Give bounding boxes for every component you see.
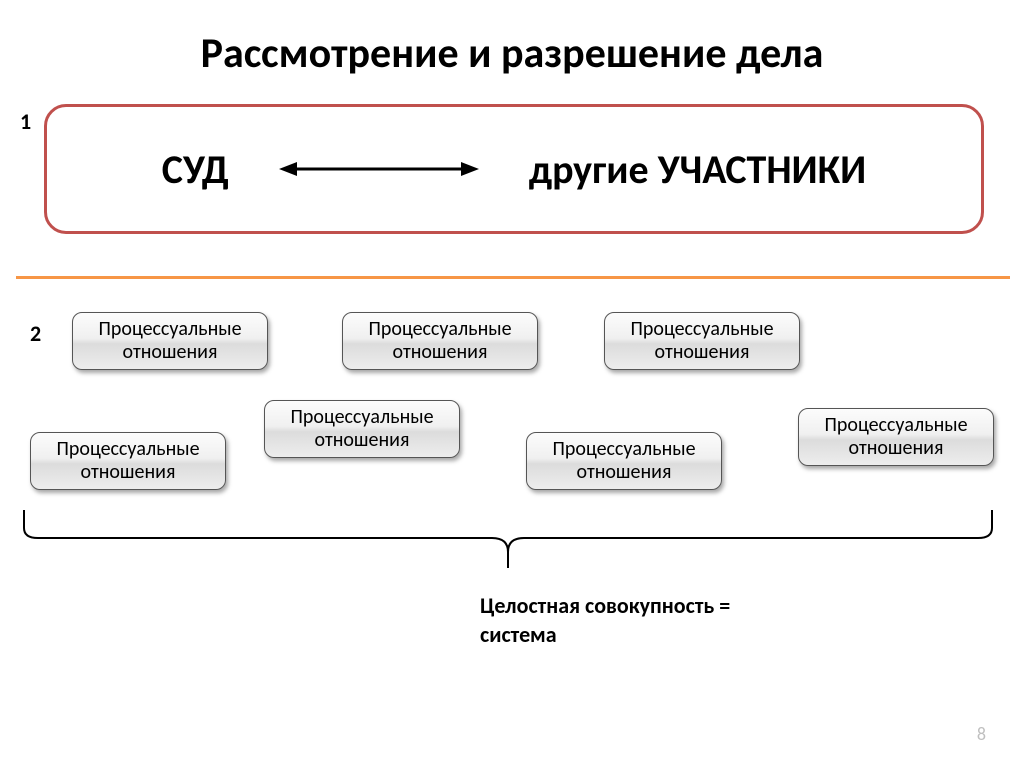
procedural-pill: Процессуальныеотношения (72, 312, 268, 370)
participants-label: другие УЧАСТНИКИ (529, 145, 866, 194)
page-number: 8 (977, 723, 986, 745)
pill-line-2: отношения (577, 461, 672, 484)
court-label: СУД (162, 145, 229, 194)
top-relationship-box: СУД другие УЧАСТНИКИ (44, 104, 984, 234)
pill-line-1: Процессуальные (552, 438, 695, 461)
pill-line-1: Процессуальные (98, 318, 241, 341)
pill-line-2: отношения (315, 429, 410, 452)
procedural-pill: Процессуальныеотношения (264, 400, 460, 458)
pill-line-1: Процессуальные (368, 318, 511, 341)
curly-brace-icon (22, 508, 994, 572)
procedural-pill: Процессуальныеотношения (604, 312, 800, 370)
pill-line-1: Процессуальные (630, 318, 773, 341)
procedural-pill: Процессуальныеотношения (526, 432, 722, 490)
pill-line-1: Процессуальные (56, 438, 199, 461)
section-2-label: 2 (30, 320, 41, 347)
double-arrow-icon (279, 159, 479, 179)
pill-line-2: отношения (81, 461, 176, 484)
procedural-pill: Процессуальныеотношения (342, 312, 538, 370)
pill-line-2: отношения (849, 437, 944, 460)
pill-line-2: отношения (655, 341, 750, 364)
summary-line-1: Целостная совокупность = (480, 592, 730, 621)
pill-line-2: отношения (393, 341, 488, 364)
procedural-pill: Процессуальныеотношения (798, 408, 994, 466)
pill-line-1: Процессуальные (824, 414, 967, 437)
page-title: Рассмотрение и разрешение дела (0, 0, 1024, 79)
section-1-label: 1 (20, 108, 31, 135)
pill-line-1: Процессуальные (290, 406, 433, 429)
pill-line-2: отношения (123, 341, 218, 364)
divider-line (16, 276, 1010, 279)
summary-text: Целостная совокупность = система (480, 592, 730, 649)
procedural-pill: Процессуальныеотношения (30, 432, 226, 490)
summary-line-2: система (480, 621, 730, 650)
